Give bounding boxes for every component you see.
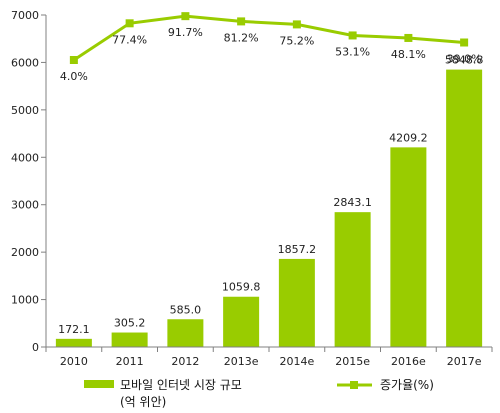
y-axis-ticks: 0 1000 2000 3000 4000 5000 6000 7000 — [11, 9, 46, 354]
bar — [223, 296, 260, 347]
y-tick-label: 4000 — [11, 151, 39, 164]
growth-point — [125, 19, 134, 28]
y-tick-label: 2000 — [11, 246, 39, 259]
bar-value-label: 4209.2 — [389, 131, 428, 144]
growth-point — [237, 17, 246, 26]
bar — [446, 69, 483, 348]
legend: 모바일 인터넷 시장 규모 (억 위안) 증가율(%) — [84, 378, 434, 409]
growth-point — [404, 33, 413, 42]
line-value-labels: 4.0% 77.4% 91.7% 81.2% 75.2% 53.1% 48.1% 39.0% — [60, 26, 482, 83]
x-tick-label: 2011 — [116, 355, 144, 368]
legend-line-label: 증가율(%) — [380, 378, 434, 392]
x-tick-label: 2010 — [60, 355, 88, 368]
growth-point — [460, 38, 469, 47]
growth-point — [181, 12, 190, 21]
growth-point — [292, 20, 301, 29]
y-tick-label: 6000 — [11, 56, 39, 69]
x-tick-label: 2016e — [391, 355, 426, 368]
axes — [45, 15, 492, 348]
growth-line — [73, 14, 465, 62]
bar — [55, 338, 92, 347]
bar-series — [55, 69, 483, 348]
x-tick-label: 2014e — [279, 355, 314, 368]
bar-value-label: 5848.8 — [445, 54, 484, 67]
bar — [278, 258, 315, 347]
bar — [167, 319, 204, 347]
growth-value-label: 77.4% — [112, 33, 147, 46]
y-tick-label: 7000 — [11, 9, 39, 22]
y-tick-label: 1000 — [11, 294, 39, 307]
legend-bar-label-line2: (억 위안) — [120, 395, 166, 409]
bar — [111, 332, 148, 347]
legend-line-marker — [350, 381, 358, 389]
y-tick-label: 0 — [32, 341, 39, 354]
x-axis-ticks: 2010 2011 2012 2013e 2014e 2015e 2016e 2017e — [45, 347, 493, 368]
bar-value-labels: 172.1 305.2 585.0 1059.8 1857.2 2843.1 4209.2 5… — [58, 54, 483, 336]
bar — [390, 147, 427, 347]
legend-bar-swatch — [84, 380, 114, 388]
growth-value-label: 39.0% — [447, 53, 482, 66]
bar-value-label: 2843.1 — [333, 196, 372, 209]
growth-value-label: 48.1% — [391, 48, 426, 61]
growth-value-label: 75.2% — [279, 34, 314, 47]
bar-value-label: 1857.2 — [278, 243, 317, 256]
y-tick-label: 5000 — [11, 104, 39, 117]
bar-value-label: 305.2 — [114, 317, 146, 330]
bar-value-label: 585.0 — [170, 303, 202, 316]
growth-value-label: 91.7% — [168, 26, 203, 39]
growth-point — [348, 31, 357, 40]
growth-value-label: 53.1% — [335, 45, 370, 58]
y-tick-label: 3000 — [11, 199, 39, 212]
bar-value-label: 1059.8 — [222, 281, 261, 294]
bar — [334, 212, 371, 347]
x-tick-label: 2012 — [171, 355, 199, 368]
bar-value-label: 172.1 — [58, 323, 90, 336]
growth-point — [69, 56, 78, 64]
legend-bar-label-line1: 모바일 인터넷 시장 규모 — [120, 378, 242, 392]
growth-value-label: 4.0% — [60, 70, 88, 83]
growth-value-label: 81.2% — [224, 31, 259, 44]
x-tick-label: 2013e — [224, 355, 259, 368]
x-tick-label: 2015e — [335, 355, 370, 368]
x-tick-label: 2017e — [447, 355, 482, 368]
line-series — [69, 12, 469, 64]
